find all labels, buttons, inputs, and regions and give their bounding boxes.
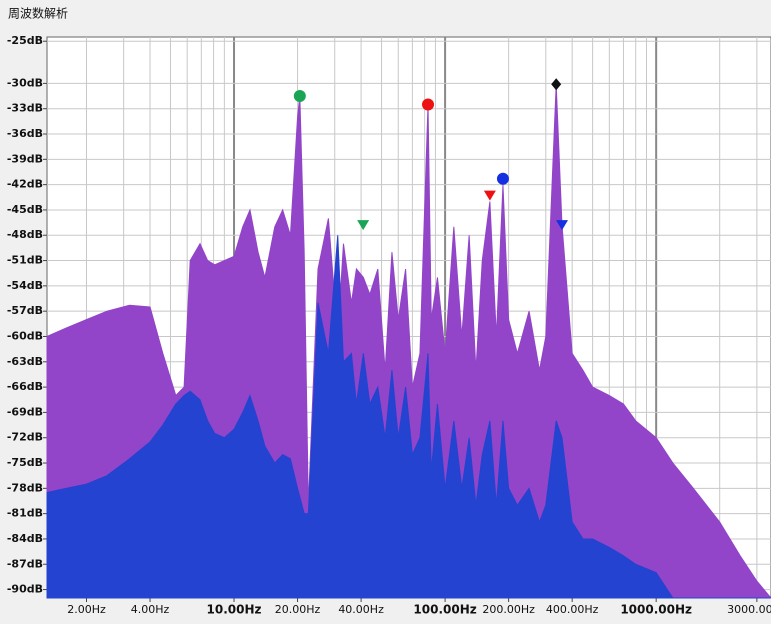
y-tick-label: -36dB <box>7 127 43 140</box>
y-tick-label: -30dB <box>7 76 43 89</box>
y-tick-label: -33dB <box>7 102 43 115</box>
y-tick-label: -39dB <box>7 152 43 165</box>
peak-marker <box>556 220 569 231</box>
y-tick-label: -57dB <box>7 304 43 317</box>
y-tick-label: -75dB <box>7 456 43 469</box>
y-tick-label: -84dB <box>7 532 43 545</box>
y-tick-label: -45dB <box>7 203 43 216</box>
peak-marker <box>422 98 435 111</box>
y-tick-label: -63dB <box>7 355 43 368</box>
y-tick-label: -51dB <box>7 254 43 267</box>
y-tick-label: -72dB <box>7 431 43 444</box>
peak-marker <box>357 220 370 231</box>
x-tick-label: 3000.00Hz <box>727 603 771 616</box>
window-title: 周波数解析 <box>8 6 68 21</box>
y-tick-label: -90dB <box>7 583 43 596</box>
x-tick-label: 20.00Hz <box>275 603 321 616</box>
x-tick-label: 1000.00Hz <box>620 603 692 617</box>
peak-marker <box>496 172 509 185</box>
y-tick-label: -69dB <box>7 405 43 418</box>
x-tick-label: 400.00Hz <box>546 603 599 616</box>
y-tick-label: -42dB <box>7 178 43 191</box>
peak-marker <box>551 78 562 91</box>
y-tick-label: -48dB <box>7 228 43 241</box>
y-tick-label: -78dB <box>7 481 43 494</box>
x-tick-label: 10.00Hz <box>207 603 262 617</box>
x-tick-label: 40.00Hz <box>338 603 384 616</box>
y-tick-label: -66dB <box>7 380 43 393</box>
peak-marker <box>293 90 306 103</box>
y-tick-label: -87dB <box>7 557 43 570</box>
x-tick-label: 100.00Hz <box>413 603 476 617</box>
y-tick-label: -60dB <box>7 329 43 342</box>
x-tick-label: 2.00Hz <box>67 603 106 616</box>
y-tick-label: -54dB <box>7 279 43 292</box>
x-tick-label: 4.00Hz <box>131 603 170 616</box>
x-tick-label: 200.00Hz <box>482 603 535 616</box>
y-tick-label: -81dB <box>7 507 43 520</box>
spectrum-area <box>46 235 771 599</box>
y-tick-label: -25dB <box>7 34 43 47</box>
peak-marker <box>483 190 496 201</box>
